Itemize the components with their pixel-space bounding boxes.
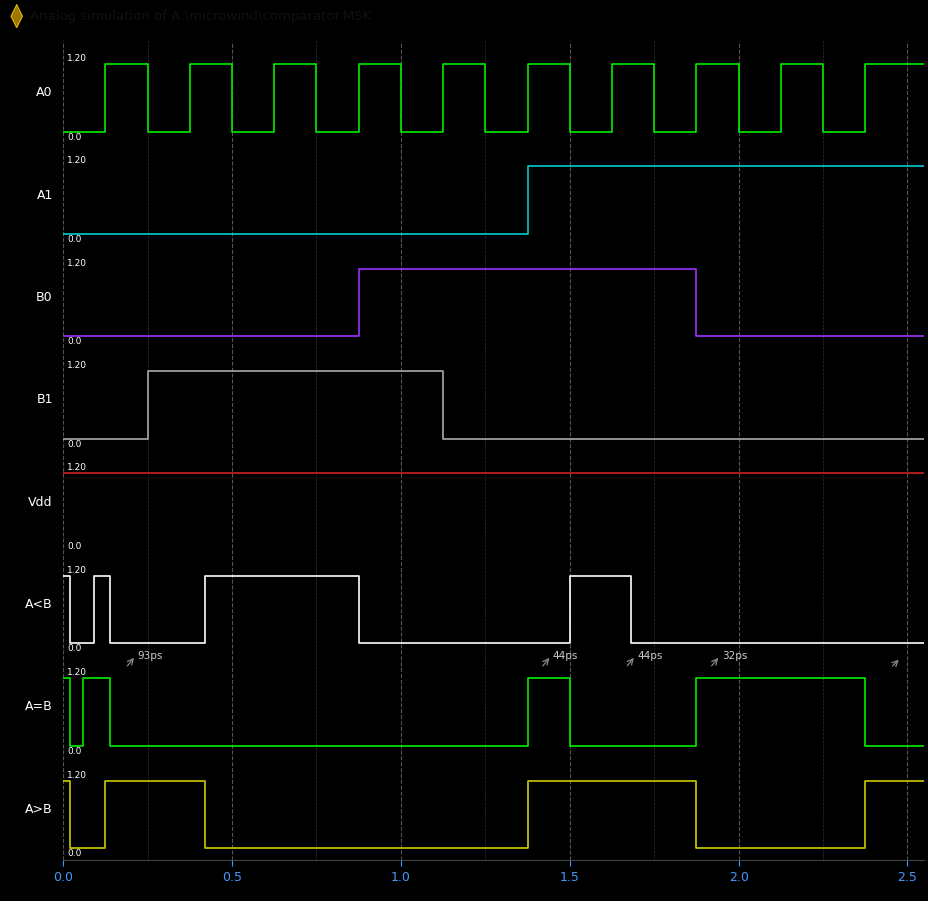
Text: 1.20: 1.20 <box>67 566 87 575</box>
Text: A>B: A>B <box>25 803 53 815</box>
Text: A0: A0 <box>36 86 53 99</box>
Text: B1: B1 <box>36 393 53 406</box>
Text: A<B: A<B <box>25 598 53 611</box>
Text: Analog simulation of A:\microwind\comparator.MSK: Analog simulation of A:\microwind\compar… <box>30 10 370 23</box>
Text: 0.0: 0.0 <box>67 747 82 756</box>
Text: 0.0: 0.0 <box>67 235 82 244</box>
Text: 1.20: 1.20 <box>67 156 87 165</box>
Text: A1: A1 <box>36 188 53 202</box>
Text: 1.20: 1.20 <box>67 669 87 678</box>
Text: 1.20: 1.20 <box>67 463 87 472</box>
Text: 0.0: 0.0 <box>67 644 82 653</box>
Text: 44ps: 44ps <box>637 651 662 660</box>
Text: 1.20: 1.20 <box>67 54 87 63</box>
Text: A=B: A=B <box>25 700 53 714</box>
Text: 93ps: 93ps <box>137 651 162 660</box>
Text: B0: B0 <box>36 291 53 304</box>
Text: 0.0: 0.0 <box>67 132 82 141</box>
Text: 44ps: 44ps <box>552 651 577 660</box>
Text: 1.20: 1.20 <box>67 770 87 779</box>
Text: 1.20: 1.20 <box>67 361 87 370</box>
Text: 32ps: 32ps <box>721 651 746 660</box>
Polygon shape <box>11 5 22 28</box>
Text: 0.0: 0.0 <box>67 542 82 551</box>
Text: 0.0: 0.0 <box>67 850 82 858</box>
Text: 1.20: 1.20 <box>67 259 87 268</box>
Text: Vdd: Vdd <box>29 496 53 509</box>
Text: 0.0: 0.0 <box>67 337 82 346</box>
Text: 0.0: 0.0 <box>67 440 82 449</box>
